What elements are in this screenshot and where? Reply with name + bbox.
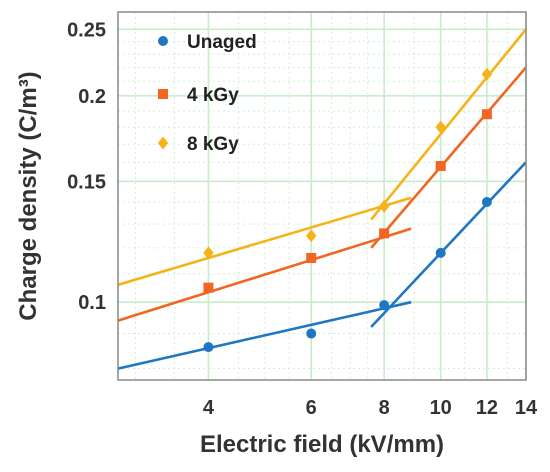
fit-line <box>118 300 412 370</box>
data-point <box>203 282 214 293</box>
data-point <box>481 109 492 120</box>
data-points <box>203 67 493 353</box>
legend-marker <box>158 89 168 99</box>
fit-line <box>118 227 412 322</box>
y-tick-label: 0.1 <box>78 292 106 314</box>
fit-line <box>370 66 526 249</box>
legend: Unaged 4 kGy 8 kGy <box>157 32 257 155</box>
data-point <box>435 247 446 258</box>
y-axis-title: Charge density (C/m³) <box>15 71 42 320</box>
data-point <box>203 246 214 260</box>
data-point <box>378 199 390 213</box>
legend-marker <box>158 36 168 46</box>
x-tick-label: 4 <box>203 397 215 419</box>
fit-line <box>370 28 526 221</box>
data-point <box>306 328 317 339</box>
x-tick-labels: 4 6 8 10 12 14 <box>203 397 538 419</box>
data-point <box>481 196 492 207</box>
fit-line <box>370 161 526 328</box>
fit-line <box>118 196 412 287</box>
x-axis-title: Electric field (kV/mm) <box>200 431 444 458</box>
plot-frame <box>117 11 527 381</box>
data-point <box>379 228 390 239</box>
data-point <box>306 229 317 243</box>
data-point <box>203 342 214 353</box>
data-point <box>435 160 446 171</box>
data-point <box>435 120 446 134</box>
x-tick-label: 10 <box>430 397 452 419</box>
legend-label: Unaged <box>187 32 257 53</box>
x-tick-label: 6 <box>306 397 317 419</box>
y-tick-labels: 0.1 0.15 0.2 0.25 <box>67 19 106 314</box>
data-point <box>379 300 390 311</box>
grid <box>118 12 527 380</box>
y-tick-label: 0.25 <box>67 19 106 41</box>
data-point <box>306 252 317 263</box>
x-tick-label: 8 <box>379 397 390 419</box>
legend-label: 8 kGy <box>187 134 239 155</box>
y-tick-label: 0.2 <box>78 86 106 108</box>
data-point <box>481 67 493 81</box>
y-tick-label: 0.15 <box>67 171 106 193</box>
x-tick-label: 12 <box>476 397 498 419</box>
legend-label: 4 kGy <box>187 85 239 106</box>
legend-marker <box>157 136 169 150</box>
x-tick-label: 14 <box>515 397 538 419</box>
fit-lines <box>118 28 526 370</box>
